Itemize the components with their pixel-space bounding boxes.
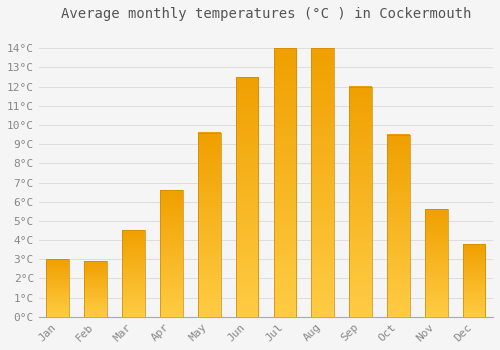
Bar [198,133,220,317]
Bar [463,244,485,317]
Bar [122,231,145,317]
Bar [312,48,334,317]
Bar [349,86,372,317]
Bar [46,259,69,317]
Bar [84,261,107,317]
Bar [387,134,410,317]
Bar [425,209,448,317]
Bar [236,77,258,317]
Title: Average monthly temperatures (°C ) in Cockermouth: Average monthly temperatures (°C ) in Co… [60,7,471,21]
Bar [160,190,182,317]
Bar [274,48,296,317]
